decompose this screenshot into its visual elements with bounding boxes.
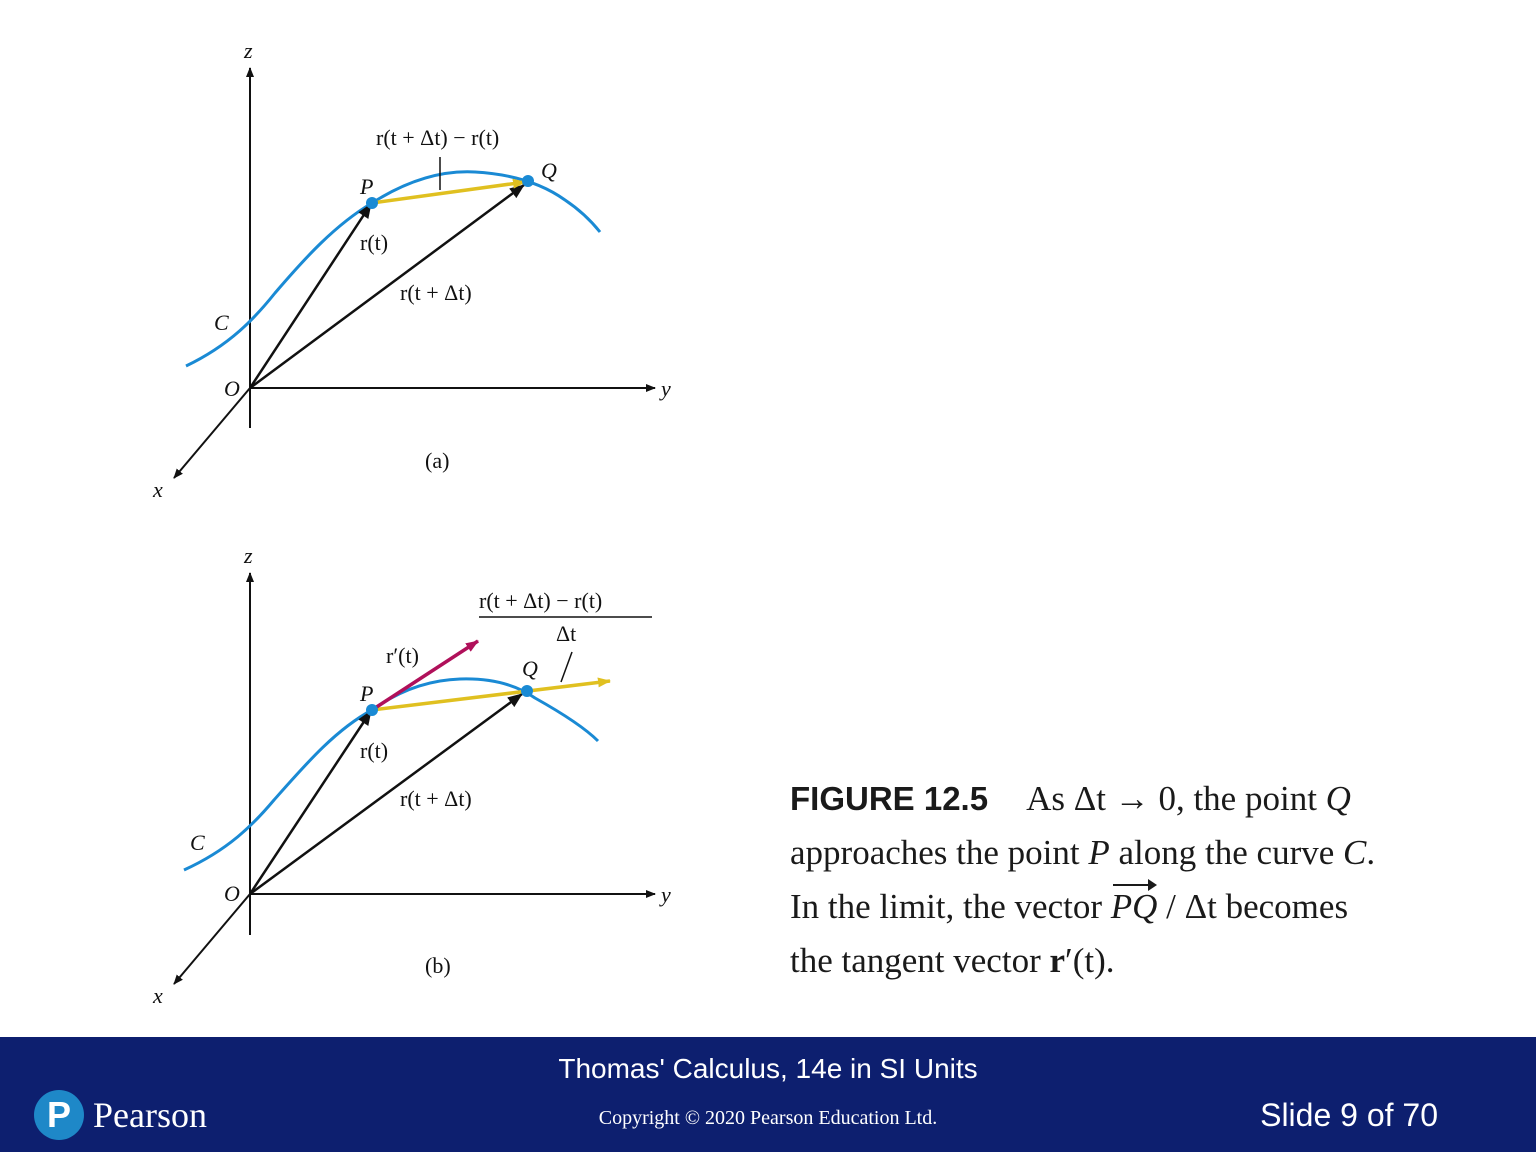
figure-caption: FIGURE 12.5 As Δt → 0, the point Q approa…	[790, 772, 1490, 988]
vector-r-t-plus-dt	[249, 692, 523, 896]
point-p-label: P	[359, 174, 373, 199]
z-label: z	[243, 543, 253, 568]
vector-r-t-plus-dt	[249, 183, 525, 390]
caption-text-5: In the limit, the vector	[790, 887, 1102, 926]
y-label: y	[659, 376, 671, 401]
x-axis	[173, 387, 251, 479]
quotient-denominator: Δt	[556, 621, 576, 646]
footer-bar: Thomas' Calculus, 14e in SI Units Copyri…	[0, 1037, 1536, 1152]
vector-r-t	[248, 710, 373, 895]
panel-b-tag: (b)	[425, 953, 451, 978]
curve-label: C	[190, 830, 205, 855]
point-p-dot	[366, 704, 378, 716]
panel-b: z y x O C P Q r′(t) r(t) r(t + Δt) r(t +…	[152, 543, 671, 1008]
caption-pq-vector: PQ	[1111, 879, 1157, 934]
caption-q: Q	[1325, 779, 1351, 818]
point-q-dot	[521, 685, 533, 697]
quotient-leader	[560, 651, 573, 683]
caption-r-bold: r	[1049, 941, 1066, 980]
secant-vector	[371, 677, 611, 712]
caption-text-4: .	[1366, 833, 1376, 872]
pearson-wordmark: Pearson	[93, 1095, 207, 1135]
x-label: x	[152, 477, 163, 502]
caption-text-6: / Δt becomes	[1166, 887, 1349, 926]
curve-c	[185, 170, 602, 368]
book-title: Thomas' Calculus, 14e in SI Units	[558, 1053, 978, 1084]
origin-label: O	[224, 376, 240, 401]
x-label: x	[152, 983, 163, 1008]
caption-text-2: approaches the point	[790, 833, 1080, 872]
secant-label: r(t + Δt) − r(t)	[376, 125, 499, 150]
point-p-label: P	[359, 681, 373, 706]
vector-r-t	[248, 203, 373, 389]
copyright-notice: Copyright © 2020 Pearson Education Ltd.	[598, 1107, 938, 1129]
panel-a: z y x O C P Q r(t) r(t + Δt) r(t + Δt) −…	[152, 38, 671, 502]
tangent-vector	[371, 639, 479, 712]
x-axis	[173, 893, 251, 985]
caption-p: P	[1088, 833, 1110, 872]
point-p-dot	[366, 197, 378, 209]
origin-label: O	[224, 881, 240, 906]
slide-counter: Slide 9 of 70	[1260, 1097, 1438, 1133]
vector-r-t-plus-dt-label: r(t + Δt)	[400, 280, 472, 305]
caption-r-prime-tail: ′(t).	[1065, 941, 1115, 980]
panel-a-tag: (a)	[425, 448, 449, 473]
vector-r-t-label: r(t)	[360, 738, 388, 763]
caption-text-3: along the curve	[1118, 833, 1335, 872]
secant-vector	[371, 178, 526, 205]
vector-r-t-label: r(t)	[360, 230, 388, 255]
caption-text-7: the tangent vector	[790, 941, 1041, 980]
figure-number: FIGURE 12.5	[790, 780, 989, 817]
y-label: y	[659, 882, 671, 907]
point-q-label: Q	[541, 158, 557, 183]
point-q-label: Q	[522, 656, 538, 681]
quotient-numerator: r(t + Δt) − r(t)	[479, 588, 602, 613]
pearson-p-icon: P	[34, 1090, 84, 1140]
pearson-logo: P Pearson	[34, 1089, 207, 1141]
z-label: z	[243, 38, 253, 63]
caption-text-1: As Δt → 0, the point	[1026, 779, 1317, 818]
curve-label: C	[214, 310, 229, 335]
vector-r-t-plus-dt-label: r(t + Δt)	[400, 786, 472, 811]
caption-c: C	[1343, 833, 1367, 872]
figure-diagram: z y x O C P Q r(t) r(t + Δt) r(t + Δt) −…	[152, 38, 671, 1008]
vector-r-prime-label: r′(t)	[386, 643, 419, 668]
point-q-dot	[522, 175, 534, 187]
